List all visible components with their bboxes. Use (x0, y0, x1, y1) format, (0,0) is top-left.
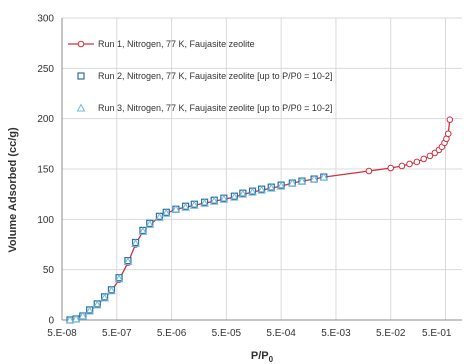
series-3-point-5 (100, 293, 109, 302)
series-3-point-23 (257, 185, 266, 194)
legend-marker-3 (76, 103, 86, 112)
series-1-point-32 (398, 162, 406, 170)
series-1-point-33 (406, 160, 413, 168)
series-1-point-42 (444, 130, 452, 138)
series-3-point-9 (131, 238, 140, 247)
series-3-point-12 (155, 212, 164, 221)
series-3-point-20 (230, 192, 239, 201)
x-tick-label-1: 5.E-07 (102, 328, 132, 339)
series-3-point-1 (71, 314, 81, 323)
series-3-point-6 (107, 286, 116, 295)
series-1-point-31 (387, 164, 395, 172)
y-tick-label-200: 200 (37, 114, 54, 125)
series-3-point-24 (266, 183, 276, 192)
series-3-point-21 (238, 189, 248, 198)
series-3-point-8 (123, 257, 133, 266)
x-tick-label-6: 5.E-02 (376, 328, 406, 339)
legend-label-1: Run 1, Nitrogen, 77 K, Faujasite zeolite (98, 39, 255, 49)
series-3 (65, 172, 329, 324)
legend-marker-1 (77, 40, 85, 48)
x-tick-labels: 5.E-08 5.E-07 5.E-06 5.E-05 5.E-04 5.E-03 5.E-… (47, 328, 452, 339)
y-tick-label-250: 250 (37, 64, 54, 75)
x-tick-label-7: 5.E-01 (422, 328, 452, 339)
y-tick-label-50: 50 (43, 265, 55, 276)
legend-label-2: Run 2, Nitrogen, 77 K, Faujasite zeolite… (98, 71, 332, 81)
x-tick-label-4: 5.E-04 (266, 328, 296, 339)
series-3-point-28 (309, 174, 319, 183)
series-3-point-4 (92, 300, 102, 309)
series-3-point-19 (219, 194, 229, 203)
series-1-point-36 (426, 152, 434, 160)
legend: Run 1, Nitrogen, 77 K, Faujasite zeolite… (68, 39, 332, 113)
series-3-point-10 (138, 226, 148, 235)
legend-entry-3: Run 3, Nitrogen, 77 K, Faujasite zeolite… (76, 103, 332, 113)
series-layer (65, 116, 454, 324)
y-tick-label-300: 300 (37, 14, 54, 25)
series-3-point-22 (248, 187, 257, 196)
series-3-point-2 (78, 311, 88, 320)
series-3-point-7 (114, 274, 124, 283)
x-tick-label-5: 5.E-03 (321, 328, 351, 339)
series-3-point-11 (145, 219, 155, 228)
legend-entry-2: Run 2, Nitrogen, 77 K, Faujasite zeolite… (77, 71, 332, 81)
x-tick-label-2: 5.E-06 (157, 328, 187, 339)
series-3-point-15 (181, 202, 190, 211)
x-tick-label-0: 5.E-08 (47, 328, 77, 339)
y-tick-label-100: 100 (37, 215, 54, 226)
series-1-point-30 (365, 167, 373, 175)
y-tick-label-0: 0 (48, 316, 54, 327)
legend-marker-2 (77, 72, 85, 80)
series-3-point-29 (319, 172, 329, 181)
y-tick-label-150: 150 (37, 165, 54, 176)
series-1-point-43 (446, 116, 454, 123)
series-3-point-17 (200, 198, 209, 207)
series-3-point-16 (189, 200, 199, 209)
y-tick-labels: 0 50 100 150 200 250 300 (37, 14, 54, 327)
series-3-point-3 (85, 306, 95, 315)
y-axis-title: Volume Adsorbed (cc/g) (7, 127, 19, 253)
series-3-point-26 (287, 178, 297, 187)
series-3-point-14 (171, 204, 181, 213)
series-3-point-18 (209, 196, 219, 205)
series-1-point-34 (413, 158, 421, 166)
axes (61, 18, 462, 321)
series-3-point-25 (276, 181, 286, 190)
series-1-point-35 (420, 155, 428, 163)
legend-entry-1: Run 1, Nitrogen, 77 K, Faujasite zeolite (68, 39, 255, 49)
series-3-point-0 (65, 315, 75, 324)
legend-label-3: Run 3, Nitrogen, 77 K, Faujasite zeolite… (98, 103, 332, 113)
x-axis-title-subscript: 0 (269, 355, 274, 364)
grid (62, 17, 462, 320)
x-axis-title-main: P/P (251, 350, 269, 362)
x-axis-title: P/P0 (251, 350, 274, 364)
series-3-point-27 (297, 176, 307, 185)
series-3-point-13 (161, 208, 171, 217)
x-tick-label-3: 5.E-05 (212, 328, 242, 339)
